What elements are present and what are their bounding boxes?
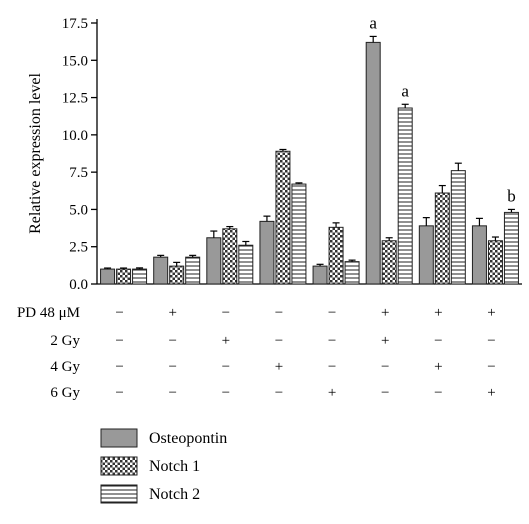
y-tick-label: 7.5 [69,165,88,181]
condition-mark: − [487,359,495,375]
bar-notch-1 [434,192,450,285]
condition-label: 6 Gy [50,385,80,401]
condition-mark: − [381,385,389,401]
bar-notch-2 [503,211,519,285]
condition-mark: − [168,333,176,349]
condition-label: 4 Gy [50,359,80,375]
bar-notch-1 [275,150,291,285]
condition-label: PD 48 μM [17,305,80,321]
bar-notch-2 [450,170,466,285]
condition-mark: − [487,333,495,349]
condition-mark: − [275,333,283,349]
legend: Osteopontin Notch 1 Notch 2 [100,428,227,504]
condition-mark: + [168,305,176,321]
condition-mark: − [328,359,336,375]
condition-label: 2 Gy [50,333,80,349]
bar-osteopontin [153,256,169,285]
legend-label: Notch 1 [149,458,200,475]
bar-osteopontin [365,41,381,285]
bar-notch-1 [381,240,397,285]
condition-mark: − [222,305,230,321]
legend-swatch [100,428,138,448]
condition-mark: − [381,359,389,375]
condition-mark: + [381,305,389,321]
condition-mark: − [115,333,123,349]
bar-notch-1 [116,268,132,285]
bar-notch-1 [328,226,344,285]
condition-mark: − [168,359,176,375]
significance-label: a [401,81,409,100]
condition-table: PD 48 μM − + − − − + + +2 Gy − − + − − + − − 4 Gy − − − + − − + −… [17,305,496,401]
significance-label: b [507,186,516,205]
condition-mark: − [275,385,283,401]
bar-notch-1 [487,240,503,285]
bar-notch-1 [222,228,238,285]
axes: 0.0 2.5 5.0 7.5 10.0 12.5 15.0 17.5 Relative exp… [27,16,522,293]
condition-mark: + [222,333,230,349]
condition-mark: + [275,359,283,375]
bar-osteopontin [418,225,434,285]
y-tick-label: 17.5 [62,16,88,32]
condition-mark: + [381,333,389,349]
legend-label: Notch 2 [149,486,200,503]
y-tick-label: 0.0 [69,277,88,293]
condition-mark: − [328,305,336,321]
y-tick-label: 12.5 [62,91,88,107]
bar-notch-2 [185,256,201,285]
bar-notch-2 [132,268,148,285]
legend-swatch [100,456,138,476]
condition-mark: + [434,305,442,321]
y-tick-label: 15.0 [62,53,88,69]
bar-osteopontin [471,225,487,285]
condition-mark: − [115,359,123,375]
bar-osteopontin [206,237,222,285]
significance-label: a [369,13,377,32]
y-tick-label: 10.0 [62,128,88,144]
condition-mark: − [275,305,283,321]
legend-swatch [100,484,138,504]
legend-label: Osteopontin [149,430,227,447]
y-tick-label: 5.0 [69,202,88,218]
condition-mark: − [222,359,230,375]
bar-notch-2 [238,244,254,285]
condition-mark: + [328,385,336,401]
bar-osteopontin [259,220,275,285]
bars [100,35,519,285]
condition-mark: − [434,333,442,349]
y-tick-label: 2.5 [69,240,88,256]
y-axis-title: Relative expression level [27,73,44,234]
condition-mark: + [487,385,495,401]
condition-mark: − [328,333,336,349]
bar-osteopontin [100,268,116,285]
condition-mark: − [115,305,123,321]
bar-notch-2 [397,107,413,285]
bar-osteopontin [312,265,328,285]
bar-notch-2 [344,261,360,285]
annotations: a a b [369,13,515,205]
condition-mark: − [222,385,230,401]
condition-mark: − [168,385,176,401]
condition-mark: − [115,385,123,401]
bar-notch-1 [169,265,185,285]
condition-mark: + [487,305,495,321]
condition-mark: + [434,359,442,375]
bar-notch-2 [291,183,307,285]
condition-mark: − [434,385,442,401]
